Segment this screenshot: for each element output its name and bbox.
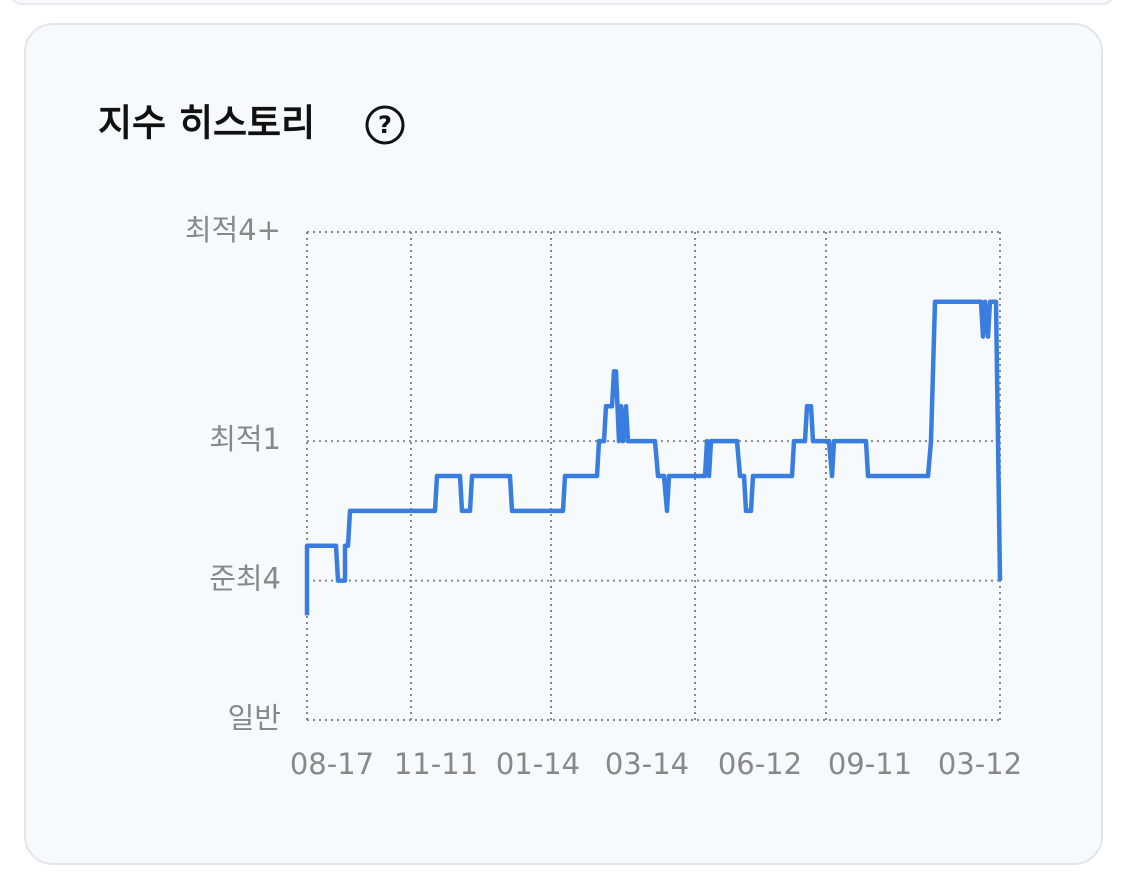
previous-card [11,0,1113,5]
y-tick-label: 최적1 [209,422,281,456]
y-tick-label: 일반 [228,701,281,735]
y-tick-label: 준최4 [209,562,281,596]
plot: 일반 준최4 최적1 최적4+ 08-17 11-11 01-14 03-14 06-12 09-… [185,213,1022,781]
x-tick-label: 08-17 [290,747,374,781]
x-tick-label: 03-14 [605,747,689,781]
x-tick-label: 06-12 [718,747,802,781]
help-icon[interactable]: ? [365,105,405,145]
svg-text:?: ? [378,111,392,139]
x-tick-label: 01-14 [496,747,580,781]
x-tick-label: 11-11 [394,747,478,781]
x-tick-label: 03-12 [938,747,1022,781]
chart-title: 지수 히스토리 [98,102,315,145]
card-bg [24,23,1103,865]
y-tick-label: 최적4+ [185,213,281,247]
x-tick-label: 09-11 [828,747,912,781]
data-line [304,299,1003,616]
